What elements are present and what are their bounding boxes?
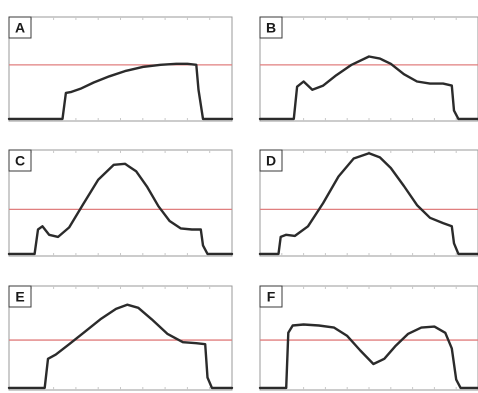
panel-f: F	[258, 285, 478, 391]
panel-label-box: E	[8, 285, 32, 308]
panel-label-frame	[8, 285, 32, 308]
panel-frame	[8, 16, 233, 122]
panel-grid: A B C D E F	[7, 16, 478, 391]
panel-frame	[259, 149, 478, 257]
panel-d: D	[258, 149, 478, 257]
waveform-line	[258, 152, 478, 256]
panel-b: B	[258, 16, 478, 122]
panel-label: D	[266, 153, 276, 169]
panel-a: A	[7, 16, 234, 122]
panel-label-frame	[8, 16, 32, 39]
panel-label: C	[15, 153, 25, 169]
panel-frame	[8, 285, 233, 391]
panel-label: F	[267, 289, 276, 305]
panel-label: B	[266, 20, 276, 36]
waveform-line	[258, 323, 478, 390]
panel-e: E	[7, 285, 234, 391]
panel-frame	[259, 16, 478, 122]
panel-label-frame	[259, 285, 283, 308]
panel-label-box: A	[8, 16, 32, 39]
panel-label-frame	[259, 16, 283, 39]
waveform-line	[7, 162, 234, 256]
panel-label: E	[15, 289, 24, 305]
panel-label-box: C	[8, 149, 32, 172]
waveform-line	[258, 55, 478, 121]
panel-frame	[8, 149, 233, 257]
panel-label: A	[15, 20, 25, 36]
panel-label-frame	[8, 149, 32, 172]
panel-label-box: B	[259, 16, 283, 39]
panel-label-box: D	[259, 149, 283, 172]
waveform-line	[7, 62, 234, 121]
waveform-line	[7, 303, 234, 390]
panel-label-frame	[259, 149, 283, 172]
panel-frame	[259, 285, 478, 391]
panel-label-box: F	[259, 285, 283, 308]
panel-c: C	[7, 149, 234, 257]
